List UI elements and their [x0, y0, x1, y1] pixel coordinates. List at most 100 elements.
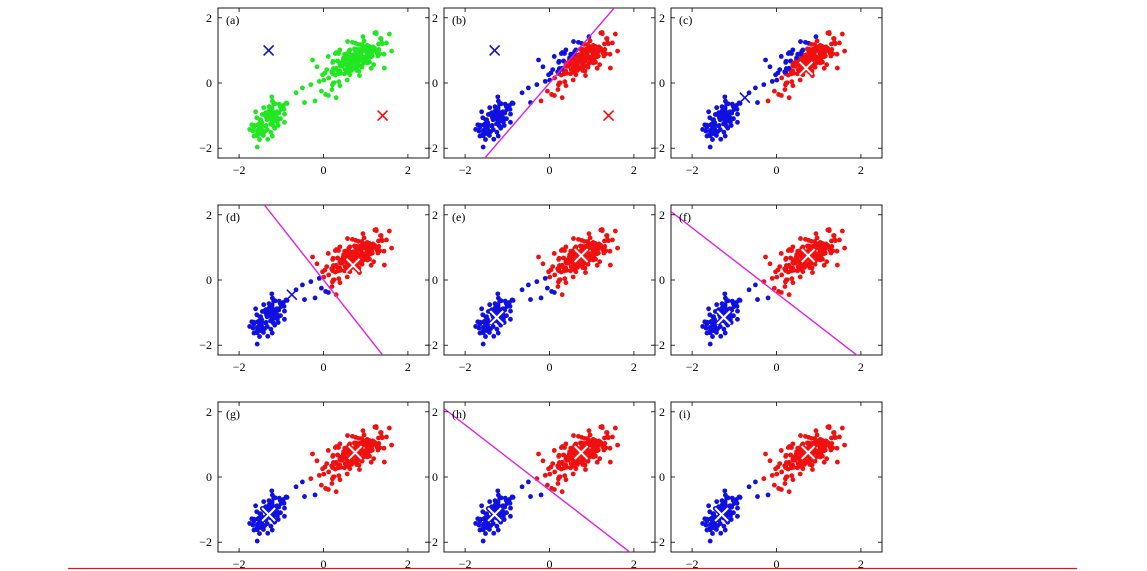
data-point — [254, 312, 260, 318]
data-point — [353, 64, 358, 70]
y-tick-label: −2 — [652, 338, 665, 352]
data-point — [381, 262, 387, 268]
data-point — [341, 449, 346, 455]
data-point — [369, 242, 375, 248]
x-tick-label: 0 — [774, 557, 780, 571]
panel-label: (e) — [452, 210, 465, 224]
data-point — [769, 275, 775, 281]
data-point — [262, 111, 268, 117]
data-point — [542, 275, 548, 281]
data-point — [282, 119, 287, 125]
data-point — [778, 251, 784, 256]
centroid-marker — [486, 506, 503, 523]
data-point — [607, 248, 613, 254]
data-point — [326, 75, 332, 81]
data-point — [703, 522, 709, 528]
data-point — [337, 265, 343, 271]
data-point — [364, 454, 370, 460]
data-point — [281, 500, 287, 506]
data-point — [735, 513, 740, 519]
data-point — [722, 488, 728, 494]
data-point — [842, 245, 847, 251]
data-point — [264, 521, 270, 526]
data-point — [707, 328, 713, 334]
data-point — [707, 538, 713, 544]
data-point — [381, 445, 387, 451]
y-tick-label: −2 — [199, 141, 212, 155]
data-point — [254, 525, 260, 531]
panel-e: −2 0 2 −2 0 2 (e) — [425, 204, 656, 374]
centroid-marker — [715, 309, 733, 326]
data-point — [542, 78, 548, 84]
data-point — [706, 306, 712, 312]
data-point — [831, 430, 836, 435]
plot-area — [247, 424, 394, 544]
data-point — [508, 308, 513, 314]
data-point — [257, 334, 262, 339]
x-tick-label: 2 — [405, 163, 411, 177]
data-point — [809, 435, 814, 441]
x-tick-label: 0 — [774, 163, 780, 177]
data-point — [595, 250, 601, 256]
data-point — [503, 497, 509, 503]
data-point — [774, 274, 780, 280]
data-point — [591, 448, 597, 453]
data-point — [579, 245, 585, 251]
data-point — [274, 109, 280, 115]
data-point — [378, 233, 383, 238]
data-point — [563, 280, 569, 286]
decision-boundary — [671, 210, 858, 355]
data-point — [783, 255, 789, 261]
data-point — [583, 467, 588, 472]
data-point — [487, 105, 493, 111]
data-point — [283, 100, 289, 106]
data-point — [719, 104, 725, 110]
data-point — [814, 432, 820, 438]
data-point — [258, 328, 264, 333]
data-point — [250, 522, 256, 528]
data-point — [270, 307, 276, 312]
data-point — [526, 282, 531, 288]
data-point — [595, 45, 601, 51]
data-point — [353, 458, 358, 464]
panel-label: (g) — [226, 407, 240, 421]
data-point — [718, 136, 724, 142]
data-point — [834, 65, 840, 71]
data-point — [559, 95, 565, 101]
data-point — [271, 101, 277, 107]
data-point — [556, 255, 562, 261]
data-point — [711, 131, 717, 136]
data-point — [809, 238, 814, 244]
data-point — [381, 51, 387, 57]
data-point — [300, 85, 305, 91]
data-point — [331, 474, 337, 480]
data-point — [821, 262, 827, 268]
data-point — [790, 68, 796, 74]
data-point — [711, 525, 717, 530]
data-point — [585, 261, 591, 267]
y-tick-label: −2 — [425, 338, 438, 352]
data-point — [484, 131, 490, 136]
data-point — [365, 448, 371, 453]
data-point — [798, 51, 804, 57]
data-point — [536, 254, 541, 260]
data-point — [717, 521, 723, 526]
data-point — [352, 54, 357, 60]
data-point — [784, 80, 790, 86]
data-point — [736, 297, 742, 303]
data-point — [371, 456, 377, 462]
data-point — [706, 503, 712, 509]
data-point — [509, 100, 515, 106]
data-point — [356, 52, 362, 58]
data-point — [818, 251, 824, 256]
data-point — [353, 442, 359, 448]
data-point — [797, 274, 803, 280]
data-point — [786, 489, 792, 495]
data-point — [479, 503, 485, 509]
x-tick-label: 0 — [321, 557, 327, 571]
data-point — [480, 328, 486, 334]
data-point — [582, 265, 588, 271]
data-point — [828, 245, 834, 251]
x-tick-label: 2 — [631, 163, 637, 177]
data-point — [494, 523, 500, 529]
